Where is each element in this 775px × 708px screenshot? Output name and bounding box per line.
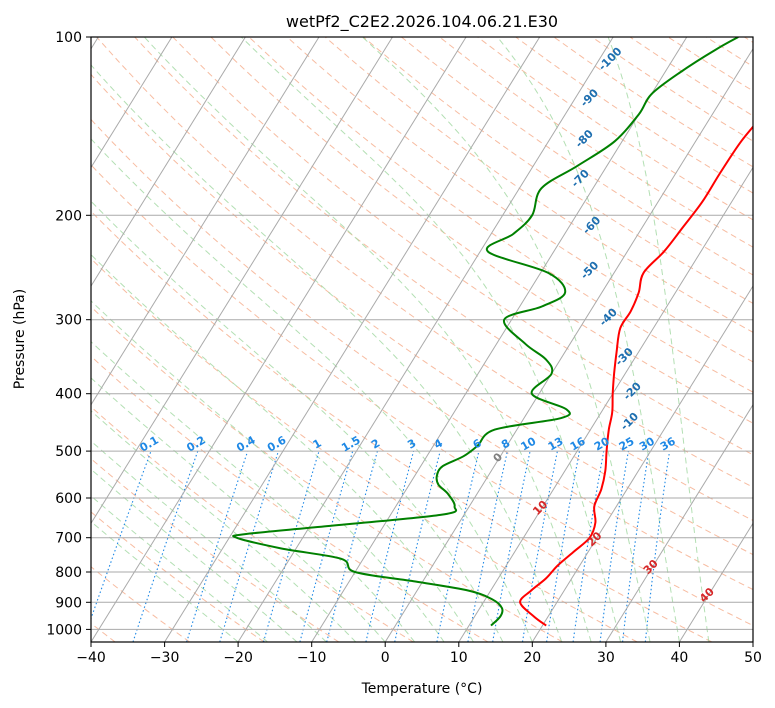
y-axis-label: Pressure (hPa): [12, 289, 28, 389]
dry-adiabat-line: [134, 37, 753, 488]
moist-adiabat-line: [91, 253, 474, 642]
moist-adiabat-line: [91, 410, 357, 642]
temperature-profile-line: [519, 125, 753, 627]
dry-adiabat-line: [172, 37, 753, 456]
x-tick-label: −40: [76, 650, 106, 666]
mixing-ratio-line: [599, 451, 629, 642]
moist-adiabat-line: [91, 300, 445, 642]
x-tick-label: 0: [381, 650, 390, 666]
chart-title: wetPf2_C2E2.2026.104.06.21.E30: [286, 12, 558, 32]
moist-adiabat-line: [362, 37, 651, 642]
moist-adiabat-line: [91, 341, 415, 642]
dry-adiabat-line: [91, 355, 489, 642]
x-axis-label: Temperature (°C): [361, 681, 483, 697]
mixing-ratio-line: [186, 450, 249, 642]
dry-adiabat-line: [91, 511, 265, 642]
moist-adiabat-line: [91, 495, 268, 642]
mixing-ratio-line: [132, 450, 199, 642]
y-tick-label: 200: [55, 208, 82, 224]
plot-frame: [90, 36, 754, 643]
x-tick-label: −10: [297, 650, 327, 666]
isotherm-gridline: [752, 641, 753, 642]
isotherm-gridline: [384, 47, 753, 642]
mixing-ratio-line: [262, 450, 320, 642]
moist-adiabat-line: [91, 64, 563, 642]
dry-adiabat-line: [91, 566, 190, 642]
isotherm-gridline: [91, 37, 320, 406]
mixing-ratio-line: [622, 451, 650, 642]
plot-area: 0.1 0.2 0.4 0.6 1 1.5 2 3 4 6 8 10 13 16 20 25 30 36-100-…: [46, 30, 762, 666]
y-tick-label: 800: [55, 565, 82, 581]
dry-adiabat-line: [91, 257, 638, 642]
dry-adiabat-line: [324, 37, 753, 333]
dry-adiabat-line: [91, 306, 563, 642]
dry-adiabat-line: [91, 458, 340, 642]
dry-adiabat-line: [91, 210, 713, 642]
x-tick-label: −20: [223, 650, 253, 666]
isotherm-gridline: [91, 37, 246, 287]
mixing-ratio-line: [219, 450, 279, 642]
isotherm-gridline: [91, 37, 393, 525]
grid-lines: [91, 36, 753, 642]
mixing-ratio-line: [644, 451, 671, 642]
mixing-ratio-line: [365, 450, 415, 642]
isotherm-gridline: [311, 37, 688, 642]
x-tick-label: 10: [450, 650, 468, 666]
x-tick-label: 40: [670, 650, 688, 666]
y-tick-label: 1000: [46, 622, 82, 638]
y-tick-label: 400: [55, 387, 82, 403]
y-tick-label: 500: [55, 444, 82, 460]
y-tick-label: 100: [55, 30, 82, 46]
y-tick-label: 300: [55, 313, 82, 329]
mixing-ratio-line: [299, 450, 354, 642]
moist-adiabat-line: [497, 37, 680, 642]
dry-adiabat-line: [91, 118, 753, 591]
x-tick-label: 50: [744, 650, 762, 666]
isotherm-gridline: [678, 522, 753, 642]
moist-adiabat-line: [143, 37, 592, 642]
y-tick-label: 900: [55, 595, 82, 611]
dry-adiabat-line: [362, 37, 753, 304]
isotherm-gridline: [458, 166, 753, 642]
isotherm-gridline: [531, 285, 753, 642]
isotherm-gridline: [91, 37, 173, 169]
dry-adiabat-line: [96, 37, 753, 522]
isotherm-gridline: [91, 37, 467, 642]
plot-background: [91, 37, 753, 642]
y-tick-label: 600: [55, 491, 82, 507]
isotherm-gridline: [164, 37, 541, 642]
mixing-ratio-line: [436, 450, 480, 642]
dry-adiabat-line: [286, 37, 753, 363]
moist-adiabat-line: [91, 468, 298, 642]
moist-adiabat-line: [91, 200, 504, 642]
x-tick-label: 20: [523, 650, 541, 666]
y-tick-label: 700: [55, 531, 82, 547]
moist-adiabat-line: [607, 37, 710, 642]
isotherm-gridline: [237, 37, 614, 642]
dry-adiabat-line: [91, 164, 753, 627]
x-tick-label: −30: [150, 650, 180, 666]
mixing-ratio-line: [572, 451, 605, 642]
x-tick-label: 30: [597, 650, 615, 666]
dewpoint-profile-line: [232, 37, 739, 627]
moist-adiabat-line: [240, 37, 622, 642]
moist-adiabat-line: [91, 440, 327, 642]
isotherm-gridline: [605, 403, 753, 642]
